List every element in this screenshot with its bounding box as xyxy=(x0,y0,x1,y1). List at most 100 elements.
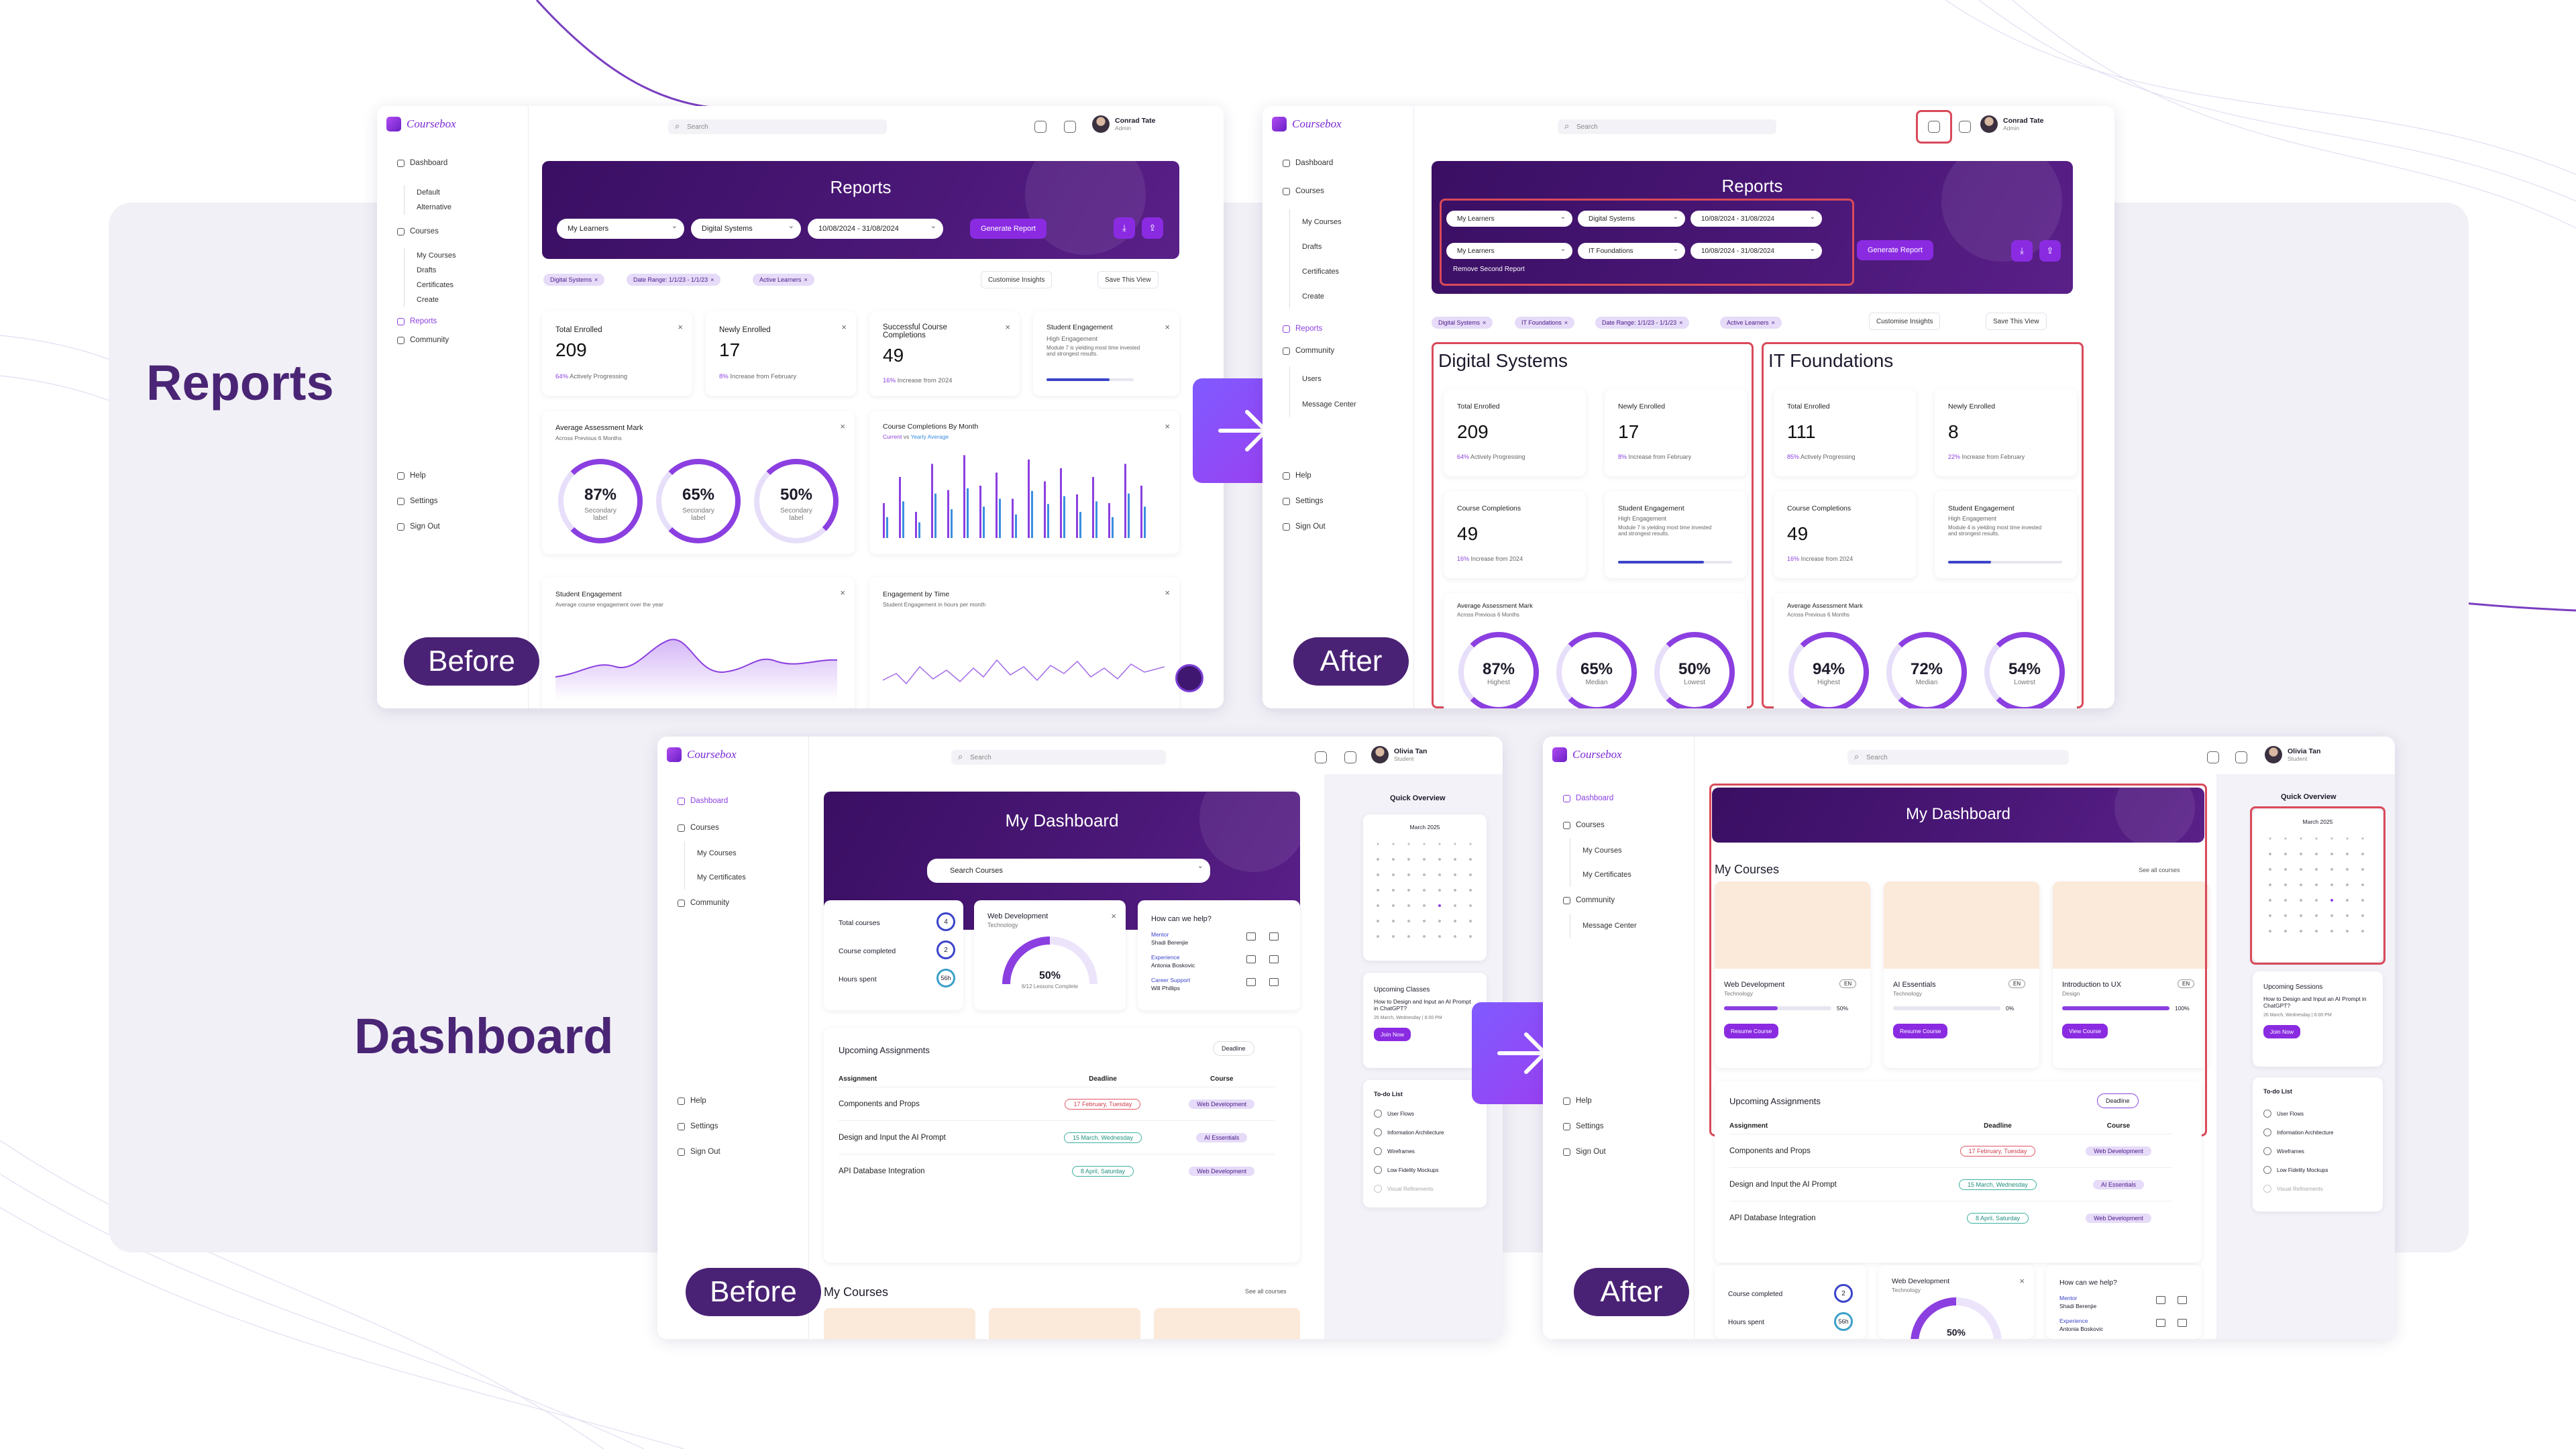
join-now-button[interactable]: Join Now xyxy=(1374,1028,1411,1041)
nav-help[interactable]: Help xyxy=(657,1088,808,1114)
nav-my-courses[interactable]: My Courses xyxy=(1570,839,1694,863)
generate-report-button[interactable]: Generate Report xyxy=(1857,240,1933,260)
calendar-day[interactable] xyxy=(2346,868,2349,871)
calendar-day[interactable] xyxy=(1392,843,1395,845)
calendar-day[interactable] xyxy=(1423,920,1426,922)
nav-help[interactable]: Help xyxy=(1543,1088,1694,1114)
nav-my-certificates[interactable]: My Certificates xyxy=(684,865,808,890)
see-all-link[interactable]: See all courses xyxy=(1245,1288,1287,1295)
calendar-day[interactable] xyxy=(1392,904,1395,907)
todo-item[interactable]: Visual Refinements xyxy=(2263,1179,2333,1198)
calendar-day[interactable] xyxy=(1438,904,1441,907)
calendar-day[interactable] xyxy=(1438,935,1441,938)
search-input[interactable]: Search xyxy=(1558,119,1776,134)
course-card[interactable]: AI Essentials Technology EN 0% Resume Course xyxy=(1884,881,2039,1068)
course-card[interactable]: Introduction to UX Design EN 100% View Cours… xyxy=(2053,881,2208,1068)
close-icon[interactable]: × xyxy=(678,322,683,332)
calendar-day[interactable] xyxy=(1423,904,1426,907)
todo-item[interactable]: User Flows xyxy=(2263,1104,2333,1123)
nav-community[interactable]: Community xyxy=(1543,887,1694,914)
nav-message-center[interactable]: Message Center xyxy=(1289,392,1413,417)
chat-icon[interactable] xyxy=(1928,121,1940,133)
search-input[interactable]: Search xyxy=(1847,750,2069,765)
nav-courses[interactable]: Courses xyxy=(1263,184,1413,199)
filter-date[interactable]: 10/08/2024 - 31/08/2024 xyxy=(808,219,943,239)
calendar-day[interactable] xyxy=(2300,853,2302,855)
calendar-day[interactable] xyxy=(1469,904,1472,907)
checkbox-icon[interactable] xyxy=(2263,1128,2271,1136)
filter-course-2[interactable]: IT Foundations xyxy=(1578,243,1685,259)
close-icon[interactable]: × xyxy=(840,588,845,598)
nav-reports[interactable]: Reports xyxy=(1263,317,1413,341)
nav-default[interactable]: Default xyxy=(404,185,528,200)
user-menu[interactable]: Conrad Tate Admin xyxy=(1092,115,1155,133)
todo-item[interactable]: Information Architecture xyxy=(2263,1123,2333,1142)
nav-community[interactable]: Community xyxy=(657,890,808,916)
todo-item[interactable]: Wireframes xyxy=(1374,1142,1444,1161)
checkbox-icon[interactable] xyxy=(1374,1128,1382,1136)
customise-insights-button[interactable]: Customise Insights xyxy=(981,271,1053,288)
calendar-day[interactable] xyxy=(2330,899,2333,902)
checkbox-icon[interactable] xyxy=(2263,1185,2271,1193)
table-row[interactable]: Components and Props 17 February, Tuesday… xyxy=(839,1087,1275,1120)
user-menu[interactable]: Olivia Tan Student xyxy=(2265,746,2320,763)
close-icon[interactable]: × xyxy=(841,322,847,332)
calendar-day[interactable] xyxy=(1377,843,1379,845)
nav-help[interactable]: Help xyxy=(377,463,528,488)
calendar-day[interactable] xyxy=(1469,889,1472,892)
calendar-day[interactable] xyxy=(1423,873,1426,876)
bell-icon[interactable] xyxy=(1344,751,1356,763)
course-action-button[interactable]: View Course xyxy=(2062,1024,2108,1038)
calendar-icon[interactable] xyxy=(1246,978,1256,986)
calendar-day[interactable] xyxy=(1454,889,1456,892)
nav-create[interactable]: Create xyxy=(404,292,528,307)
mail-icon[interactable] xyxy=(1269,932,1279,941)
calendar-day[interactable] xyxy=(2315,930,2318,932)
calendar-day[interactable] xyxy=(2269,853,2271,855)
calendar-day[interactable] xyxy=(1469,873,1472,876)
calendar-day[interactable] xyxy=(1423,843,1426,845)
remove-report-link[interactable]: Remove Second Report xyxy=(1453,266,1525,273)
calendar-day[interactable] xyxy=(1377,904,1379,907)
course-card[interactable]: Web Development Technology EN 50% Resume Cou… xyxy=(1715,881,1870,1068)
chatbot-icon[interactable] xyxy=(1175,664,1203,692)
see-all-link[interactable]: See all courses xyxy=(2139,867,2180,873)
calendar-day[interactable] xyxy=(2300,883,2302,886)
nav-my-certificates[interactable]: My Certificates xyxy=(1570,863,1694,887)
calendar-icon[interactable] xyxy=(2156,1296,2165,1304)
chip-active[interactable]: Active Learners xyxy=(1720,317,1782,329)
mail-icon[interactable] xyxy=(1269,955,1279,963)
calendar-day[interactable] xyxy=(1454,904,1456,907)
nav-dashboard[interactable]: Dashboard xyxy=(657,788,808,814)
calendar-day[interactable] xyxy=(1377,889,1379,892)
nav-dashboard[interactable]: Dashboard xyxy=(1263,156,1413,170)
nav-message-center[interactable]: Message Center xyxy=(1570,914,1694,938)
calendar-day[interactable] xyxy=(2315,914,2318,917)
mail-icon[interactable] xyxy=(1034,121,1046,133)
filter-date[interactable]: 10/08/2024 - 31/08/2024 xyxy=(1690,211,1822,227)
calendar-day[interactable] xyxy=(2346,930,2349,932)
bell-icon[interactable] xyxy=(2235,751,2247,763)
table-row[interactable]: Design and Input the AI Prompt 15 March, … xyxy=(839,1120,1275,1154)
nav-drafts[interactable]: Drafts xyxy=(1289,234,1413,259)
course-thumb[interactable] xyxy=(989,1308,1140,1339)
calendar-day[interactable] xyxy=(2269,868,2271,871)
nav-dashboard[interactable]: Dashboard xyxy=(1543,785,1694,812)
chip-active[interactable]: Active Learners xyxy=(753,274,814,286)
mail-icon[interactable] xyxy=(2178,1296,2187,1304)
calendar-day[interactable] xyxy=(2284,883,2287,886)
calendar-day[interactable] xyxy=(2330,883,2333,886)
calendar-day[interactable] xyxy=(2315,853,2318,855)
calendar-day[interactable] xyxy=(2330,868,2333,871)
calendar-day[interactable] xyxy=(2315,868,2318,871)
calendar-day[interactable] xyxy=(2269,837,2271,840)
calendar-day[interactable] xyxy=(2284,899,2287,902)
calendar-day[interactable] xyxy=(2269,930,2271,932)
close-icon[interactable]: × xyxy=(1165,588,1170,598)
course-action-button[interactable]: Resume Course xyxy=(1724,1024,1779,1038)
close-icon[interactable]: × xyxy=(840,421,845,431)
nav-settings[interactable]: Settings xyxy=(1543,1114,1694,1139)
generate-report-button[interactable]: Generate Report xyxy=(970,219,1046,239)
calendar-day[interactable] xyxy=(1377,873,1379,876)
user-menu[interactable]: Conrad Tate Admin xyxy=(1980,115,2043,133)
